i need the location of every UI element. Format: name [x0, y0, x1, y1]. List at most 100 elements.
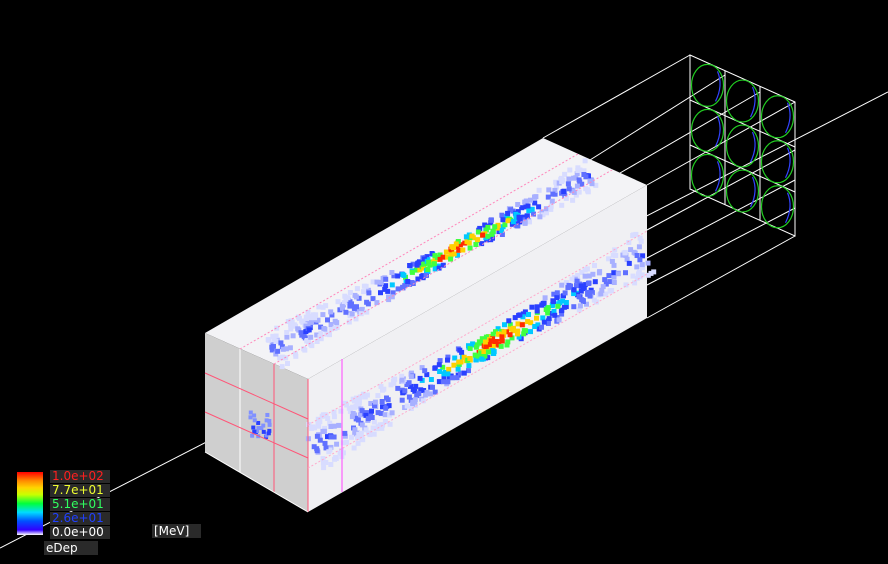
fiber-outline	[760, 95, 795, 139]
energy-hit	[472, 352, 478, 358]
energy-hit	[383, 405, 389, 411]
energy-hit	[256, 426, 261, 431]
energy-hit	[525, 203, 531, 209]
energy-deposit-hits	[248, 158, 657, 471]
fiber-core	[714, 116, 721, 147]
energy-hit	[452, 355, 458, 361]
energy-hit	[576, 294, 582, 300]
energy-hit	[566, 186, 572, 192]
energy-hit	[585, 187, 591, 193]
energy-hit	[416, 260, 422, 266]
energy-hit	[490, 348, 496, 354]
energy-hit	[510, 219, 516, 225]
energy-hit	[372, 403, 377, 408]
energy-hit	[539, 209, 545, 215]
energy-hit	[558, 308, 564, 314]
energy-hit	[378, 290, 383, 296]
energy-hit	[610, 252, 616, 258]
energy-hit	[322, 440, 328, 446]
energy-hit	[374, 279, 380, 285]
energy-hit	[427, 391, 433, 397]
energy-hit	[611, 274, 617, 280]
energy-hit	[556, 317, 562, 323]
fiber-core	[749, 86, 756, 118]
energy-hit	[386, 403, 392, 409]
energy-hit	[603, 281, 609, 287]
energy-hit	[408, 383, 413, 389]
energy-hit	[378, 383, 384, 389]
energy-hit	[578, 288, 584, 294]
fiber-outline	[725, 124, 760, 168]
energy-hit	[303, 314, 309, 320]
energy-hit	[252, 413, 257, 418]
energy-hit	[259, 426, 264, 431]
energy-hit	[285, 361, 290, 366]
energy-hit	[320, 312, 326, 318]
energy-hit	[463, 234, 469, 240]
energy-hit	[451, 251, 457, 257]
energy-hit	[342, 433, 348, 439]
energy-hit	[473, 344, 479, 350]
energy-hit	[550, 191, 556, 197]
energy-hit	[312, 315, 318, 321]
energy-hit	[280, 355, 286, 361]
energy-hit	[420, 274, 426, 280]
energy-hit	[552, 187, 558, 193]
energy-hit	[516, 334, 522, 340]
energy-hit	[437, 256, 443, 262]
energy-hit	[353, 294, 359, 300]
energy-hit	[284, 330, 290, 335]
energy-hit	[566, 176, 572, 182]
energy-hit	[630, 233, 636, 238]
energy-hit	[519, 322, 525, 328]
energy-hit	[578, 283, 584, 289]
energy-hit	[402, 283, 408, 289]
energy-hit	[421, 388, 427, 393]
energy-hit	[539, 302, 545, 308]
energy-hit	[332, 456, 337, 462]
energy-hit	[440, 254, 446, 260]
fiber-core	[784, 192, 791, 224]
energy-hit	[413, 402, 418, 408]
energy-hit	[611, 280, 617, 285]
energy-hit	[563, 196, 569, 201]
energy-hit	[636, 244, 642, 250]
energy-hit	[327, 332, 332, 338]
energy-hit	[448, 256, 454, 262]
energy-hit	[292, 351, 298, 357]
energy-hit	[261, 429, 266, 434]
energy-hit	[553, 184, 559, 190]
energy-hit	[413, 383, 419, 389]
energy-hit	[624, 256, 630, 262]
energy-hit	[402, 405, 408, 410]
energy-hit	[365, 287, 371, 293]
energy-hit	[506, 318, 512, 324]
fiber-core	[714, 161, 721, 192]
energy-hit	[336, 422, 342, 428]
energy-hit	[466, 232, 472, 238]
energy-hit	[357, 412, 363, 418]
energy-hit	[368, 401, 374, 406]
energy-hit	[408, 374, 414, 380]
energy-hit	[385, 288, 391, 294]
energy-hit	[469, 233, 475, 239]
energy-hit	[483, 334, 489, 340]
energy-hit	[534, 315, 539, 321]
energy-hit	[416, 391, 422, 397]
energy-hit	[521, 328, 527, 334]
energy-hit	[483, 227, 489, 233]
energy-hit	[379, 399, 385, 404]
energy-hit	[549, 198, 555, 204]
wireframe-box	[542, 54, 796, 319]
energy-hit	[417, 375, 423, 381]
energy-hit	[441, 371, 447, 377]
energy-hit	[355, 440, 361, 446]
energy-hit	[418, 387, 424, 393]
energy-hit	[609, 288, 615, 293]
energy-hit	[592, 263, 597, 268]
energy-hit	[488, 217, 494, 223]
energy-hit	[430, 384, 435, 390]
energy-hit	[321, 428, 327, 434]
energy-hit	[545, 194, 551, 200]
